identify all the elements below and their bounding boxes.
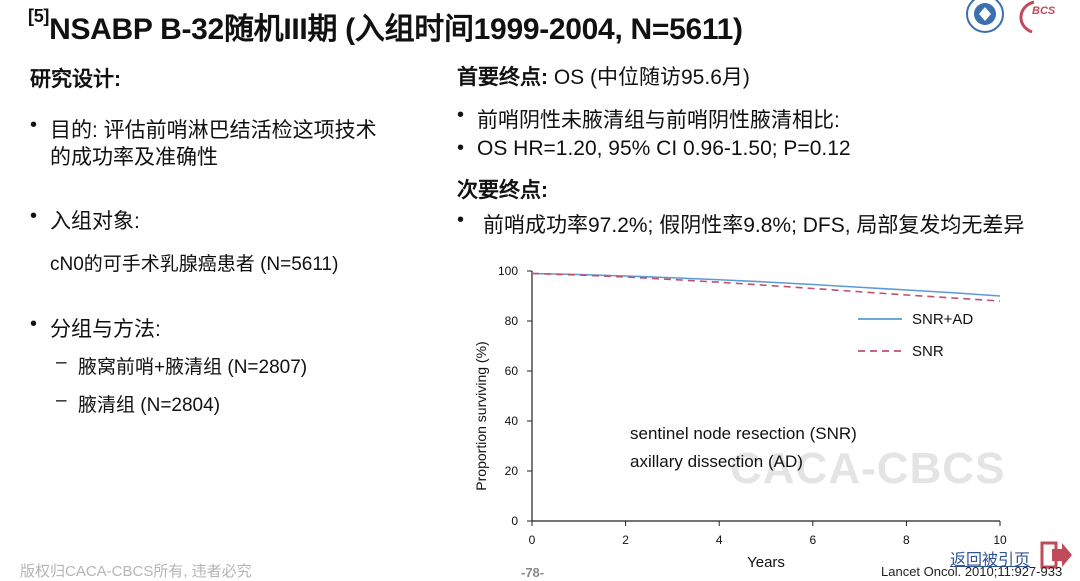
- bullet-dot-icon: •: [30, 313, 38, 335]
- secondary-item: 前哨成功率97.2%; 假阴性率9.8%; DFS, 局部复发均无差异: [483, 214, 1025, 237]
- group-item: 腋窝前哨+腋清组 (N=2807): [78, 357, 308, 378]
- group-item: 腋清组 (N=2804): [78, 395, 221, 416]
- chart-annotation: axillary dissection (AD): [630, 452, 803, 471]
- page-title: [5]NSABP B-32随机III期 (入组时间1999-2004, N=56…: [28, 4, 743, 48]
- bullet-dot-icon: •: [30, 205, 38, 227]
- page-number: -78-: [521, 565, 545, 580]
- objective-line1: 目的: 评估前哨淋巴结活检这项技术: [50, 119, 377, 142]
- society-logo-icon: [966, 0, 1004, 33]
- watermark: CACA-CBCS: [730, 444, 1006, 493]
- objective-line2: 的成功率及准确性: [50, 146, 218, 169]
- copyright-notice: 版权归CACA-CBCS所有, 违者必究: [20, 563, 252, 580]
- dash-icon: –: [56, 352, 67, 373]
- design-heading: 研究设计:: [30, 68, 121, 91]
- x-tick-label: 6: [809, 533, 816, 547]
- back-link[interactable]: 返回被引页: [950, 552, 1031, 569]
- chart-annotation: sentinel node resection (SNR): [630, 424, 857, 443]
- legend-label: SNR: [912, 343, 944, 360]
- population-text: cN0的可手术乳腺癌患者 (N=5611): [50, 254, 339, 275]
- bullet-dot-icon: •: [457, 104, 465, 126]
- bullet-dot-icon: •: [30, 114, 38, 136]
- y-tick-label: 20: [505, 464, 519, 478]
- primary-item: 前哨阴性未腋清组与前哨阴性腋清相比:: [477, 109, 840, 132]
- primary-text: OS (中位随访95.6月): [548, 66, 750, 89]
- x-tick-label: 8: [903, 533, 910, 547]
- legend-label: SNR+AD: [912, 311, 973, 328]
- y-tick-label: 40: [505, 414, 519, 428]
- population-label: 入组对象:: [50, 210, 140, 233]
- series-line-snr-ad: [531, 272, 1001, 297]
- citation: Lancet Oncol. 2010;11:927-933: [881, 564, 1063, 579]
- x-tick-label: 4: [716, 533, 723, 547]
- y-tick-label: 80: [505, 314, 519, 328]
- x-tick-label: 10: [993, 533, 1007, 547]
- primary-label: 首要终点:: [457, 66, 548, 89]
- primary-endpoint: 首要终点: OS (中位随访95.6月): [457, 61, 750, 91]
- series-line-snr: [531, 272, 1001, 302]
- bullet-dot-icon: •: [457, 209, 465, 231]
- y-tick-label: 60: [505, 364, 519, 378]
- primary-item: OS HR=1.20, 95% CI 0.96-1.50; P=0.12: [477, 137, 851, 160]
- bcs-logo: BCS: [1019, 0, 1056, 34]
- y-tick-label: 100: [498, 264, 518, 278]
- x-tick-label: 0: [529, 533, 536, 547]
- y-axis-label: Proportion surviving (%): [473, 341, 489, 490]
- x-axis-label: Years: [747, 554, 785, 571]
- reference-number: [5]: [28, 6, 50, 26]
- bullet-dot-icon: •: [457, 137, 465, 159]
- title-text: NSABP B-32随机III期 (入组时间1999-2004, N=5611): [49, 13, 743, 46]
- secondary-label: 次要终点:: [457, 179, 548, 202]
- grouping-label: 分组与方法:: [50, 318, 161, 341]
- x-tick-label: 2: [622, 533, 629, 547]
- survival-chart: 0 20 40 60 80 100 0 2 4 6 8 10 Years Proportion survi…: [473, 264, 1007, 571]
- return-arrow-icon[interactable]: [1040, 540, 1074, 570]
- y-tick-label: 0: [511, 514, 518, 528]
- dash-icon: –: [56, 390, 67, 411]
- bcs-logo-text: BCS: [1032, 5, 1056, 17]
